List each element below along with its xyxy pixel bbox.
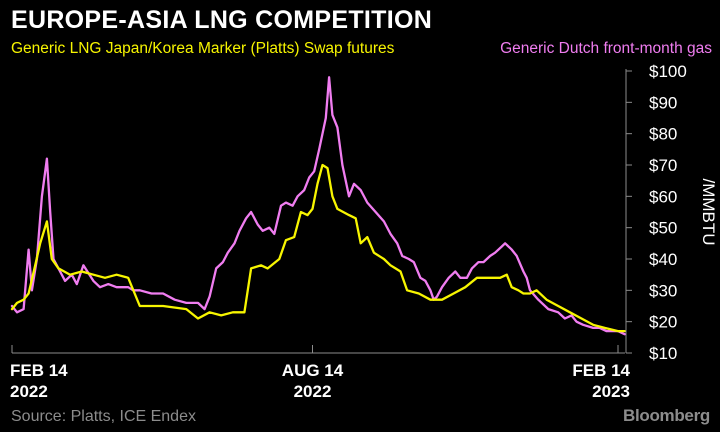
chart-series: [10, 76, 626, 336]
y-tick-label: $20: [649, 313, 677, 332]
chart-labels: $100 $90 $80 $70 $60 $50 $40 $30 $20 $10/MMBTU FEB…: [10, 62, 718, 401]
y-tick-label: $40: [649, 250, 677, 269]
y-tick-label: $10: [649, 344, 677, 363]
chart-axes: [11, 69, 632, 354]
y-tick-label: $100: [649, 62, 687, 81]
legend-entry-dutch: Generic Dutch front-month gas: [500, 40, 712, 57]
source-note: Source: Platts, ICE Endex: [11, 408, 196, 425]
bloomberg-logo: Bloomberg: [622, 406, 710, 425]
legend-entry-lng: Generic LNG Japan/Korea Marker (Platts) …: [11, 40, 395, 57]
x-tick-label: FEB 14: [10, 361, 68, 380]
x-tick-sublabel: 2022: [10, 382, 48, 401]
series-line-lng-japan-korea: [10, 163, 626, 333]
y-tick-label: $50: [649, 219, 677, 238]
y-tick-label: $90: [649, 93, 677, 112]
x-tick-sublabel: 2022: [294, 382, 332, 401]
series-line-dutch-gas: [10, 76, 626, 336]
x-tick-sublabel: 2023: [592, 382, 630, 401]
y-tick-label: $70: [649, 156, 677, 175]
x-tick-label: AUG 14: [282, 361, 344, 380]
x-tick-label: FEB 14: [572, 361, 630, 380]
chart-title: EUROPE-ASIA LNG COMPETITION: [11, 6, 433, 34]
y-tick-label: $80: [649, 125, 677, 144]
y-tick-label: $60: [649, 187, 677, 206]
y-axis-label: /MMBTU: [699, 178, 718, 245]
y-tick-label: $30: [649, 281, 677, 300]
